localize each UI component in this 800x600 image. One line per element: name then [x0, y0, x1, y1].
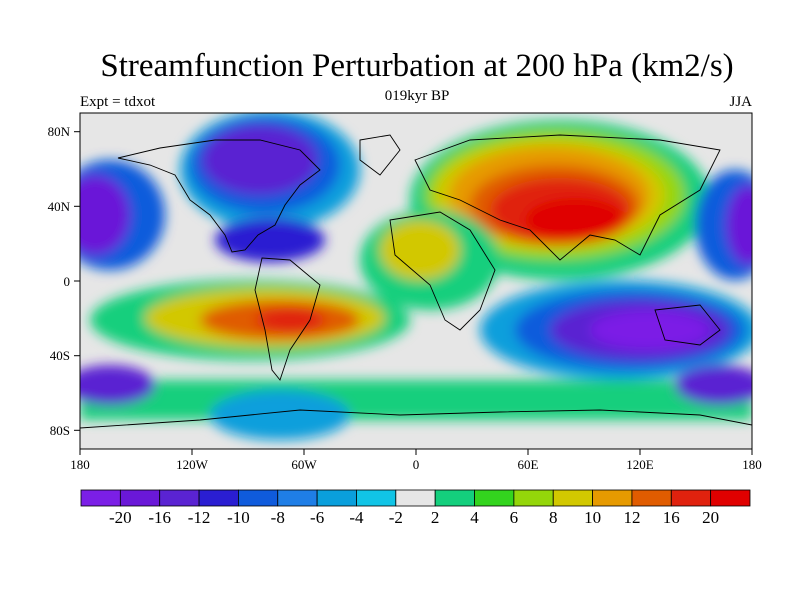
period-label: 019kyr BP [384, 88, 450, 104]
colorbar-label: -10 [227, 508, 250, 527]
colorbar-swatch [592, 489, 633, 507]
colorbar-label: -20 [109, 508, 132, 527]
colorbar-swatch [474, 489, 515, 507]
colorbar-label: 2 [431, 508, 440, 527]
lon-tick-180e: 180 [742, 457, 762, 472]
lat-tick-40s: 40S [50, 348, 70, 363]
colorbar-label: 12 [623, 508, 640, 527]
lon-tick-120e: 120E [626, 457, 654, 472]
lon-axis: 180 120W 60W 0 60E 120E 180 [70, 449, 762, 472]
lat-tick-80s: 80S [50, 423, 70, 438]
contour-gulf-low [215, 218, 325, 262]
colorbar-swatch [238, 489, 279, 507]
colorbar-label: -8 [271, 508, 285, 527]
contour-namerica-12 [202, 125, 318, 195]
contour-sa-20 [255, 308, 325, 332]
north-america-coast [117, 139, 321, 253]
colorbar-swatch [513, 489, 554, 507]
contour-se-low [675, 365, 752, 405]
colorbar-label: 4 [470, 508, 479, 527]
colorbar-swatch [277, 489, 318, 507]
colorbar-swatch [434, 489, 475, 507]
colorbar-label: -2 [389, 508, 403, 527]
lat-tick-80n: 80N [48, 124, 71, 139]
lat-tick-40n: 40N [48, 199, 71, 214]
contour-field [80, 113, 752, 449]
africa-coast [389, 211, 496, 331]
eurasia-coast [414, 134, 721, 261]
lon-tick-60w: 60W [291, 457, 317, 472]
colorbar-label: 16 [663, 508, 680, 527]
colorbar-swatch [80, 489, 121, 507]
colorbar: -20 -16 -12 -10 -8 -6 -4 -2 2 4 6 8 10 12 16 20 [80, 489, 751, 527]
colorbar-swatch [552, 489, 593, 507]
colorbar-label: -4 [349, 508, 364, 527]
antarctica-coast [80, 409, 752, 429]
colorbar-swatch [159, 489, 200, 507]
colorbar-label: 8 [549, 508, 558, 527]
contour-indian-core [590, 310, 710, 350]
lon-tick-180w: 180 [70, 457, 90, 472]
contour-sw-low [80, 365, 155, 405]
contour-eurasia-max [525, 198, 625, 242]
colorbar-swatch [395, 489, 436, 507]
contour-epacific-core [726, 185, 752, 265]
contour-africa-10 [380, 220, 460, 280]
colorbar-swatch [631, 489, 672, 507]
coastlines [80, 134, 752, 429]
colorbar-label: -6 [310, 508, 324, 527]
colorbar-label: -16 [148, 508, 171, 527]
experiment-label: Expt = tdxot [80, 94, 156, 110]
colorbar-label: 10 [584, 508, 601, 527]
contour-wpacific-core [80, 175, 130, 255]
contour-antarctic-low [210, 390, 350, 440]
lat-axis: 80N 40N 0 40S 80S [48, 124, 80, 438]
lon-tick-120w: 120W [176, 457, 209, 472]
south-america-coast [254, 257, 321, 381]
colorbar-label: -12 [188, 508, 211, 527]
map-title: Streamfunction Perturbation at 200 hPa (… [100, 48, 734, 84]
colorbar-swatch [119, 489, 161, 507]
lon-tick-60e: 60E [518, 457, 539, 472]
contour-southern-band [80, 380, 752, 420]
australia-coast [654, 304, 721, 346]
colorbar-swatch [670, 489, 712, 507]
colorbar-swatch [198, 489, 239, 507]
colorbar-swatch [356, 489, 397, 507]
season-label: JJA [729, 94, 752, 110]
greenland-coast [359, 134, 401, 176]
lat-tick-0: 0 [64, 274, 71, 289]
colorbar-label: 20 [702, 508, 719, 527]
colorbar-label: 6 [510, 508, 519, 527]
colorbar-swatch [316, 489, 357, 507]
lon-tick-0: 0 [413, 457, 420, 472]
colorbar-swatch [710, 489, 751, 507]
